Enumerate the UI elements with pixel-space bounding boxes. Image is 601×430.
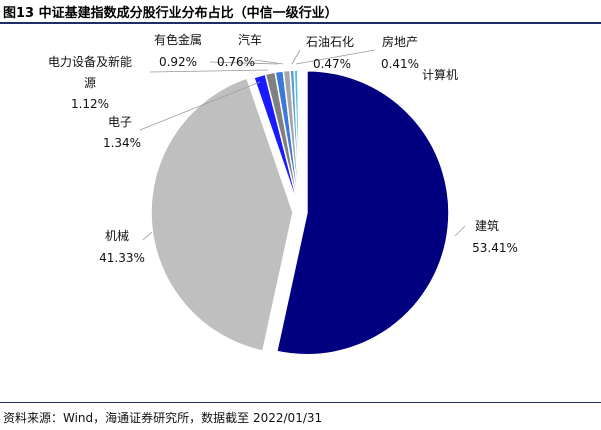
- pie-slices: [150, 69, 450, 356]
- figure-title: 图13 中证基建指数成分股行业分布占比（中信一级行业）: [3, 6, 338, 21]
- slice-label-name-5: 有色金属: [154, 32, 202, 47]
- slice-label-value-2: 41.33%: [99, 251, 145, 265]
- slice-label-value-8: 0.41%: [381, 57, 419, 71]
- leader-line-3: [139, 81, 261, 131]
- slice-label-value-3: 1.34%: [103, 136, 141, 150]
- slice-label-name-8: 房地产: [382, 34, 418, 49]
- slice-label-value-4: 1.12%: [71, 97, 109, 111]
- slice-label-name-6: 汽车: [238, 32, 262, 47]
- leader-lines: [139, 49, 466, 241]
- slice-label-value-5: 0.92%: [159, 55, 197, 69]
- leader-line-6: [254, 59, 284, 65]
- slice-label-name-4: 电力设备及新能: [48, 54, 132, 69]
- slice-label-value-1: 53.41%: [472, 241, 518, 255]
- slice-label-name-7: 石油石化: [306, 35, 354, 49]
- leader-line-1: [454, 225, 466, 237]
- figure-title-bar: 图13 中证基建指数成分股行业分布占比（中信一级行业）: [0, 0, 601, 22]
- slice-label-name-1: 建筑: [475, 218, 499, 233]
- leader-line-5: [209, 61, 279, 65]
- leader-line-4: [149, 69, 269, 73]
- leader-line-7: [291, 49, 301, 65]
- source-note: 资料来源：Wind，海通证券研究所，数据截至 2022/01/31: [3, 411, 323, 425]
- leader-line-8: [295, 49, 376, 65]
- pie-slice-9: [297, 69, 301, 213]
- slice-label-name-9: 计算机: [422, 67, 458, 82]
- title-divider: [0, 22, 601, 24]
- pie-slice-2: [150, 77, 294, 353]
- pie-slice-1: [275, 69, 450, 356]
- slice-label-name-4: 源: [84, 76, 96, 90]
- slice-label-value-6: 0.76%: [217, 55, 255, 69]
- leader-line-2: [142, 231, 153, 241]
- source-divider: [0, 402, 601, 403]
- slice-label-value-7: 0.47%: [313, 57, 351, 71]
- slice-label-name-2: 机械: [105, 228, 129, 243]
- slice-label-name-3: 电子: [108, 115, 132, 129]
